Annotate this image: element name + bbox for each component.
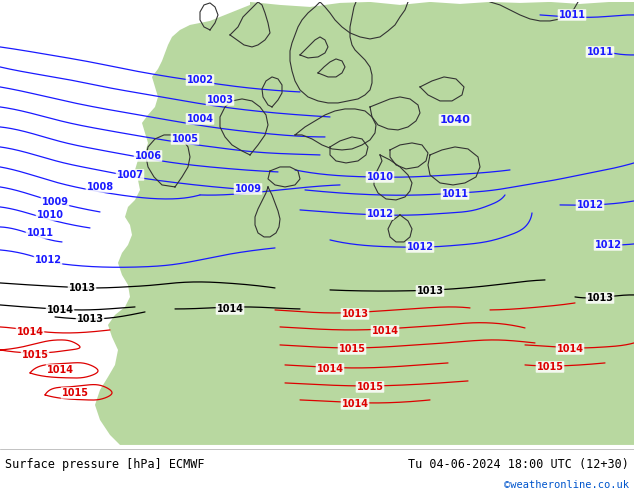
Text: 1010: 1010 (366, 172, 394, 182)
Text: 1040: 1040 (439, 115, 470, 125)
Text: 1014: 1014 (316, 364, 344, 374)
Text: 1008: 1008 (86, 182, 113, 192)
Text: 1011: 1011 (27, 228, 53, 238)
Text: 1015: 1015 (339, 344, 365, 354)
Text: 1013: 1013 (77, 314, 103, 324)
Text: 1014: 1014 (46, 365, 74, 375)
Text: 1014: 1014 (46, 305, 74, 315)
Text: 1015: 1015 (61, 388, 89, 398)
Text: 1014: 1014 (16, 327, 44, 337)
Text: 1002: 1002 (186, 75, 214, 85)
Text: 1004: 1004 (186, 114, 214, 124)
Text: 1012: 1012 (576, 200, 604, 210)
Text: 1012: 1012 (406, 242, 434, 252)
Text: 1013: 1013 (417, 286, 444, 296)
Text: 1011: 1011 (559, 10, 586, 20)
Text: 1012: 1012 (34, 255, 61, 265)
Text: 1003: 1003 (207, 95, 233, 105)
Polygon shape (95, 2, 634, 445)
Text: 1014: 1014 (557, 344, 583, 354)
Text: ©weatheronline.co.uk: ©weatheronline.co.uk (504, 480, 629, 490)
Text: 1005: 1005 (172, 134, 198, 144)
Text: 1006: 1006 (134, 151, 162, 161)
Text: 1013: 1013 (342, 309, 368, 319)
Text: 1013: 1013 (586, 293, 614, 303)
Text: 1014: 1014 (216, 304, 243, 314)
Text: 1011: 1011 (586, 47, 614, 57)
Text: 1011: 1011 (441, 189, 469, 199)
Text: 1013: 1013 (68, 283, 96, 293)
Text: 1015: 1015 (22, 350, 48, 360)
Text: 1012: 1012 (366, 209, 394, 219)
Text: 1014: 1014 (342, 399, 368, 409)
Text: 1010: 1010 (37, 210, 63, 220)
Text: 1015: 1015 (356, 382, 384, 392)
Text: Tu 04-06-2024 18:00 UTC (12+30): Tu 04-06-2024 18:00 UTC (12+30) (408, 459, 629, 471)
Text: 1015: 1015 (536, 362, 564, 372)
Text: 1009: 1009 (235, 184, 261, 194)
Text: 1014: 1014 (372, 326, 399, 336)
Text: 1007: 1007 (117, 170, 143, 180)
Text: Surface pressure [hPa] ECMWF: Surface pressure [hPa] ECMWF (5, 459, 205, 471)
Text: 1009: 1009 (41, 197, 68, 207)
Text: 1012: 1012 (595, 240, 621, 250)
